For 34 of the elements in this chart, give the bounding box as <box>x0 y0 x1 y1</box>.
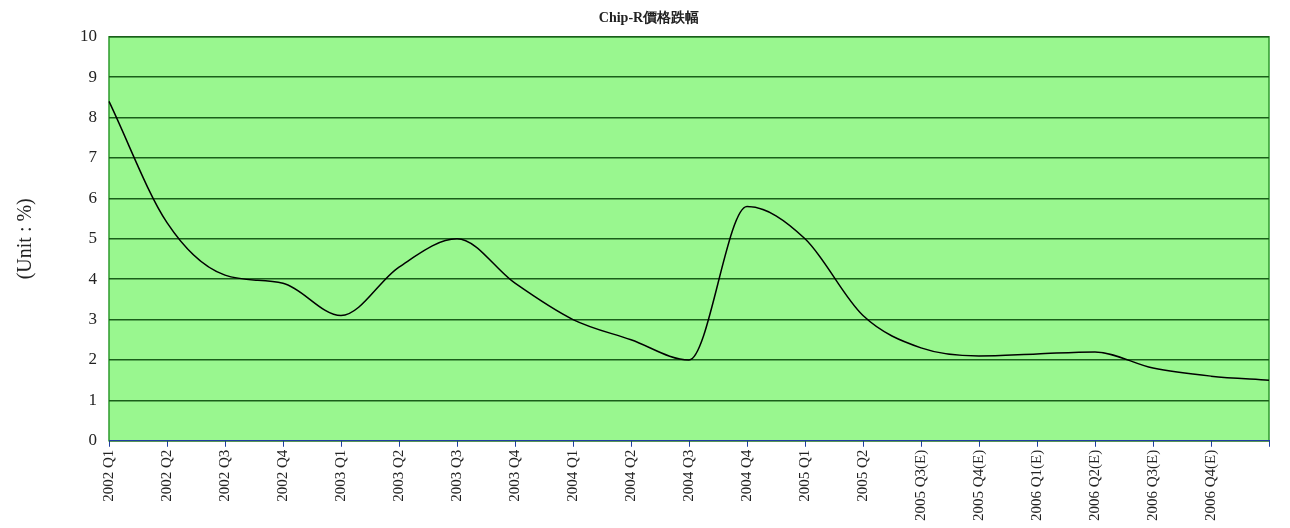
x-tick-label: 2006 Q2(E) <box>1085 449 1103 522</box>
x-tick-label: 2002 Q4 <box>273 449 290 502</box>
y-tick-label: 9 <box>88 66 97 86</box>
y-tick-label: 3 <box>88 309 97 329</box>
y-tick-label: 5 <box>88 228 97 248</box>
x-tick-label: 2003 Q4 <box>505 449 522 502</box>
y-tick-label: 10 <box>80 26 97 46</box>
y-tick-label: 6 <box>88 187 97 207</box>
x-tick-label: 2006 Q3(E) <box>1143 449 1161 522</box>
x-tick-label: 2004 Q4 <box>737 449 754 502</box>
x-tick-label: 2003 Q2 <box>389 449 406 502</box>
y-tick-label: 1 <box>88 389 97 409</box>
x-tick-label: 2005 Q1 <box>795 449 812 502</box>
x-tick-label: 2005 Q3(E) <box>911 449 929 522</box>
x-tick-label: 2006 Q4(E) <box>1201 449 1219 522</box>
x-tick-label: 2002 Q3 <box>215 449 232 502</box>
x-tick-label: 2004 Q2 <box>621 449 638 502</box>
y-tick-label: 2 <box>88 349 97 369</box>
x-tick-label: 2002 Q1 <box>99 449 116 502</box>
x-tick-label: 2003 Q3 <box>447 449 464 502</box>
chart-title: Chip-R價格跌幅 <box>598 10 700 26</box>
y-tick-label: 0 <box>88 430 97 450</box>
x-tick-label: 2004 Q3 <box>679 449 696 502</box>
y-tick-label: 4 <box>88 268 98 288</box>
line-series <box>108 100 1270 381</box>
x-tick-label: 2006 Q1(E) <box>1027 449 1045 522</box>
x-tick-label: 2003 Q1 <box>331 449 348 502</box>
x-tick-label: 2005 Q2 <box>853 449 870 502</box>
y-axis-title: (Unit : %) <box>13 198 37 280</box>
y-tick-label: 8 <box>88 107 97 127</box>
x-tick-label: 2005 Q4(E) <box>969 449 987 522</box>
y-tick-label: 7 <box>88 147 98 167</box>
x-tick-label: 2004 Q1 <box>563 449 580 502</box>
x-tick-label: 2002 Q2 <box>157 449 174 502</box>
